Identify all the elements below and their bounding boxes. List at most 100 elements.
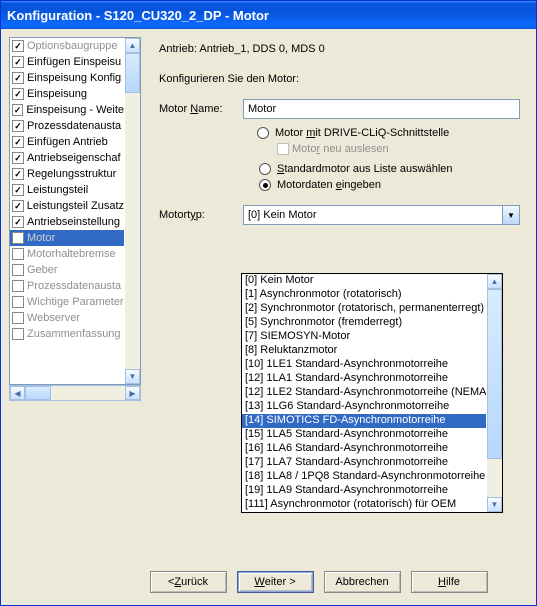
dropdown-item[interactable]: [15] 1LA5 Standard-Asynchronmotorreihe — [242, 428, 486, 442]
dropdown-item[interactable]: [0] Kein Motor — [242, 274, 486, 288]
tree-hscrollbar[interactable]: ◀ ▶ — [9, 385, 141, 401]
tree-item-label: Antriebseigenschaf — [27, 152, 121, 164]
checkbox-icon[interactable] — [12, 168, 24, 180]
dropdown-item[interactable]: [10] 1LE1 Standard-Asynchronmotorreihe — [242, 358, 486, 372]
scroll-thumb[interactable] — [487, 289, 502, 459]
tree-item[interactable]: Einfügen Einspeisu — [10, 54, 124, 70]
tree-item[interactable]: Optionsbaugruppe — [10, 38, 124, 54]
tree-item[interactable]: Wichtige Parameter — [10, 294, 124, 310]
checkbox-icon[interactable] — [12, 72, 24, 84]
scroll-track[interactable] — [487, 459, 502, 497]
scroll-up-icon[interactable]: ▲ — [487, 274, 502, 289]
checkbox-icon[interactable] — [12, 56, 24, 68]
titlebar[interactable]: Konfiguration - S120_CU320_2_DP - Motor — [1, 1, 536, 29]
motor-name-label: Motor Name: — [159, 103, 243, 115]
checkbox-icon[interactable] — [12, 248, 24, 260]
dropdown-item[interactable]: [2] Synchronmotor (rotatorisch, permanen… — [242, 302, 486, 316]
dropdown-item[interactable]: [8] Reluktanzmotor — [242, 344, 486, 358]
motor-name-input[interactable] — [243, 99, 520, 119]
step-tree[interactable]: Optionsbaugruppe Einfügen Einspeisu Einspe… — [9, 37, 141, 385]
motortyp-dropdown[interactable]: [0] Kein Motor[1] Asynchronmotor (rotato… — [241, 273, 503, 513]
tree-item[interactable]: Einspeisung Konfig — [10, 70, 124, 86]
tree-item[interactable]: Prozessdatenausta — [10, 278, 124, 294]
cancel-button[interactable]: Abbrechen — [324, 571, 401, 593]
tree-item-label: Optionsbaugruppe — [27, 40, 118, 52]
dropdown-item[interactable]: [13] 1LG6 Standard-Asynchronmotorreihe — [242, 400, 486, 414]
tree-item-label: Einspeisung Konfig — [27, 72, 121, 84]
radio-icon — [259, 163, 271, 175]
tree-item-label: Webserver — [27, 312, 80, 324]
dropdown-item[interactable]: [111] Asynchronmotor (rotatorisch) für O… — [242, 498, 486, 512]
radio-icon — [257, 127, 269, 139]
dropdown-item[interactable]: [19] 1LA9 Standard-Asynchronmotorreihe — [242, 484, 486, 498]
scroll-up-icon[interactable]: ▲ — [125, 38, 140, 53]
checkbox-icon[interactable] — [12, 120, 24, 132]
scroll-track[interactable] — [125, 93, 140, 369]
tree-item[interactable]: Einspeisung - Weite — [10, 102, 124, 118]
tree-item[interactable]: Motorhaltebremse — [10, 246, 124, 262]
checkbox-icon[interactable] — [12, 104, 23, 116]
tree-item[interactable]: Motor — [10, 230, 124, 246]
tree-item[interactable]: Zusammenfassung — [10, 326, 124, 342]
checkbox-icon[interactable] — [12, 40, 24, 52]
back-button[interactable]: < Zurück — [150, 571, 227, 593]
checkbox-icon[interactable] — [12, 328, 24, 340]
dropdown-inner: [0] Kein Motor[1] Asynchronmotor (rotato… — [242, 274, 486, 512]
tree-item[interactable]: Einspeisung — [10, 86, 124, 102]
dropdown-item[interactable]: [7] SIEMOSYN-Motor — [242, 330, 486, 344]
next-button[interactable]: Weiter > — [237, 571, 314, 593]
dropdown-scrollbar[interactable]: ▲ ▼ — [487, 274, 502, 512]
checkbox-icon[interactable] — [12, 136, 24, 148]
checkbox-icon[interactable] — [12, 184, 24, 196]
checkbox-icon[interactable] — [12, 312, 24, 324]
chevron-down-icon[interactable]: ▼ — [502, 206, 519, 224]
tree-item-label: Prozessdatenausta — [27, 120, 121, 132]
checkbox-icon[interactable] — [12, 152, 24, 164]
motortyp-row: Motortyp: [0] Kein Motor ▼ — [159, 205, 520, 225]
dropdown-item[interactable]: [5] Synchronmotor (fremderregt) — [242, 316, 486, 330]
right-column: Antrieb: Antrieb_1, DDS 0, MDS 0 Konfigu… — [141, 37, 528, 561]
radio-standardmotor-label: Standardmotor aus Liste auswählen — [277, 163, 453, 175]
content-area: Optionsbaugruppe Einfügen Einspeisu Einspe… — [1, 29, 536, 605]
checkbox-icon[interactable] — [12, 216, 24, 228]
tree-item[interactable]: Regelungsstruktur — [10, 166, 124, 182]
tree-item[interactable]: Leistungsteil — [10, 182, 124, 198]
tree-item[interactable]: Leistungsteil Zusatz — [10, 198, 124, 214]
scroll-down-icon[interactable]: ▼ — [125, 369, 140, 384]
checkbox-icon[interactable] — [12, 264, 24, 276]
tree-item[interactable]: Prozessdatenausta — [10, 118, 124, 134]
tree-item[interactable]: Antriebseinstellung — [10, 214, 124, 230]
checkbox-icon[interactable] — [12, 200, 24, 212]
radio-drivecliq[interactable]: Motor mit DRIVE-CLiQ-Schnittstelle — [257, 127, 520, 139]
scroll-down-icon[interactable]: ▼ — [487, 497, 502, 512]
hscroll-thumb[interactable] — [25, 386, 51, 400]
tree-vscrollbar[interactable]: ▲ ▼ — [125, 38, 140, 384]
motortyp-combo[interactable]: [0] Kein Motor ▼ — [243, 205, 520, 225]
scroll-right-icon[interactable]: ▶ — [125, 386, 140, 400]
button-bar: < Zurück Weiter > Abbrechen Hilfe — [9, 561, 528, 605]
dropdown-item[interactable]: [18] 1LA8 / 1PQ8 Standard-Asynchronmotor… — [242, 470, 486, 484]
dropdown-item[interactable]: [17] 1LA7 Standard-Asynchronmotorreihe — [242, 456, 486, 470]
checkbox-icon[interactable] — [12, 296, 24, 308]
dropdown-item[interactable]: [14] SIMOTICS FD-Asynchronmotorreihe — [242, 414, 486, 428]
dropdown-item[interactable]: [12] 1LA1 Standard-Asynchronmotorreihe — [242, 372, 486, 386]
tree-item[interactable]: Webserver — [10, 310, 124, 326]
radio-icon — [259, 179, 271, 191]
dropdown-item[interactable]: [12] 1LE2 Standard-Asynchronmotorreihe (… — [242, 386, 486, 400]
upper-area: Optionsbaugruppe Einfügen Einspeisu Einspe… — [9, 37, 528, 561]
checkbox-icon[interactable] — [12, 280, 24, 292]
dropdown-item[interactable]: [16] 1LA6 Standard-Asynchronmotorreihe — [242, 442, 486, 456]
dropdown-item[interactable]: [1] Asynchronmotor (rotatorisch) — [242, 288, 486, 302]
tree-item[interactable]: Geber — [10, 262, 124, 278]
tree-item[interactable]: Antriebseigenschaf — [10, 150, 124, 166]
tree-item[interactable]: Einfügen Antrieb — [10, 134, 124, 150]
help-button[interactable]: Hilfe — [411, 571, 488, 593]
radio-standardmotor[interactable]: Standardmotor aus Liste auswählen — [259, 163, 520, 175]
radio-motordaten[interactable]: Motordaten eingeben — [259, 179, 520, 191]
checkbox-icon[interactable] — [12, 232, 24, 244]
scroll-thumb[interactable] — [125, 53, 140, 93]
tree-item-label: Prozessdatenausta — [27, 280, 121, 292]
hscroll-track[interactable] — [25, 386, 125, 400]
scroll-left-icon[interactable]: ◀ — [10, 386, 25, 400]
checkbox-icon[interactable] — [12, 88, 24, 100]
